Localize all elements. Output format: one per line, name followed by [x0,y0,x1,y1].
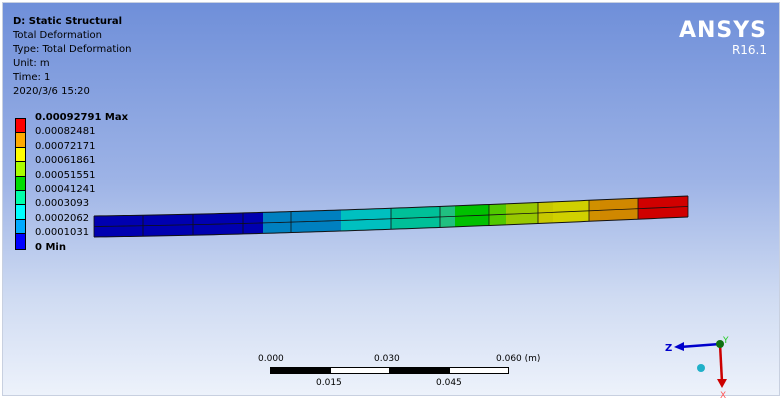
brand-version: R16.1 [731,43,767,57]
scale-label-030: 0.030 [374,354,400,364]
scale-bar-segment [449,367,509,374]
result-unit: Unit: m [13,58,50,69]
result-type: Type: Total Deformation [13,44,132,55]
legend-swatch [15,190,26,206]
legend-label: 0.0002062 [35,212,90,224]
x-arrow-icon [717,379,727,388]
scale-bar-segment [270,367,331,374]
legend-label: 0.0001031 [35,227,90,239]
result-date: 2020/3/6 15:20 [13,86,90,97]
z-label: Z [665,343,672,354]
legend-label: 0.00092791 Max [35,112,129,123]
scale-label-0: 0.000 [258,354,284,364]
result-name: Total Deformation [13,30,102,41]
legend-swatch [15,119,26,134]
result-info: D: Static Structural Total Deformation T… [13,15,132,99]
legend-swatch [15,234,26,249]
analysis-title: D: Static Structural [13,16,123,27]
legend-label: 0.0003093 [35,198,90,210]
legend-label: 0.00061861 [35,155,96,167]
scale-label-015: 0.015 [316,378,342,388]
legend-label: 0.00051551 [35,169,96,181]
legend-swatch [15,205,26,220]
color-legend: 0.00092791 Max 0.00082481 0.00072171 0.0006… [15,112,128,253]
legend-swatch [15,147,26,163]
legend-swatch [15,176,26,191]
legend-label: 0.00041241 [35,184,96,195]
scale-label-045: 0.045 [436,378,462,388]
legend-swatch [15,162,26,177]
scale-label-060: 0.060 (m) [496,354,541,364]
isometric-view-ball[interactable] [697,364,705,372]
legend-label: 0.00072171 [35,140,96,152]
legend-swatch [15,219,26,235]
mesh-line [93,195,689,217]
x-label: X [720,391,726,400]
legend-label: 0.00082481 [35,126,96,138]
z-arrow-icon [674,342,684,351]
ansys-logo: ANSYS R16.1 [678,18,767,58]
y-label: Y [722,336,729,346]
scale-bar-segment [389,367,450,374]
legend-label: 0 Min [35,241,66,253]
x-axis [718,343,724,383]
scale-bar-segment [330,367,390,374]
axis-triad[interactable]: Z X Y [660,330,740,400]
z-axis [679,342,721,349]
y-axis-origin [716,340,724,348]
result-time: Time: 1 [13,72,51,83]
brand-name: ANSYS [678,18,767,43]
legend-swatch [15,133,26,148]
